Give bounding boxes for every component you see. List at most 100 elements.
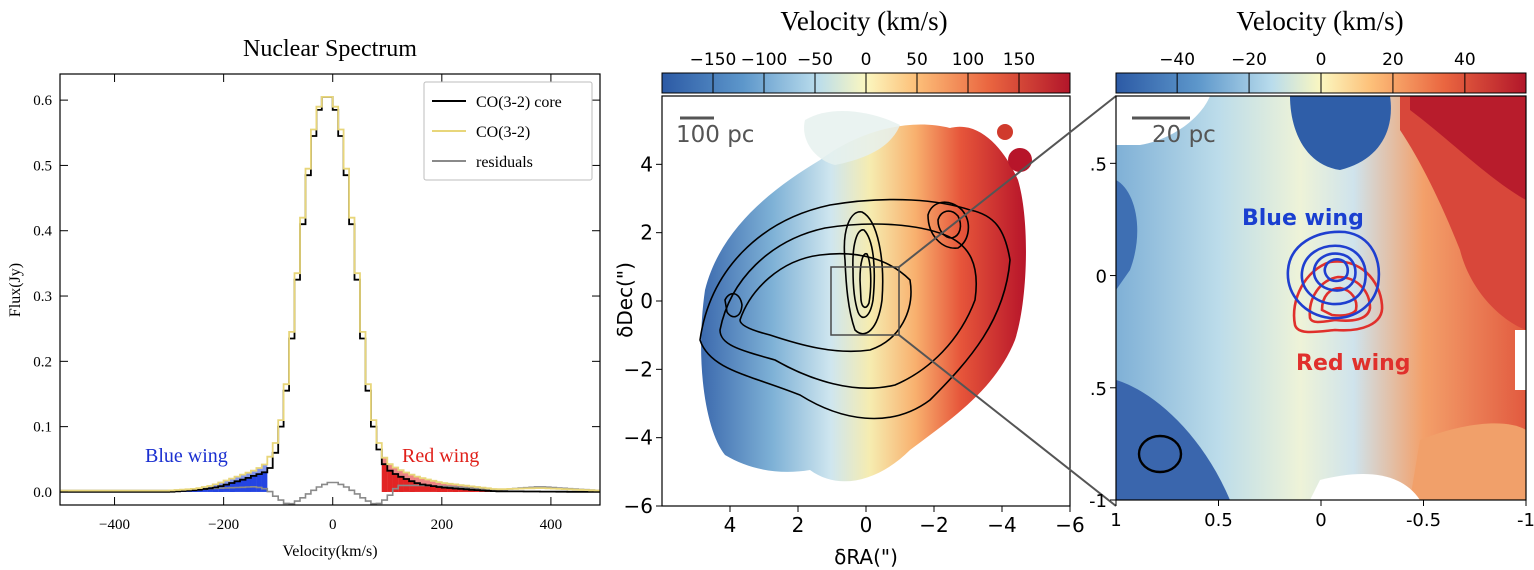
red-wing-fill <box>398 476 404 492</box>
colorbar-tick-label: 20 <box>1382 50 1404 70</box>
red-wing-fill <box>425 485 431 492</box>
colorbar-tick-label: 150 <box>1003 50 1035 70</box>
spectrum-frame <box>59 73 601 506</box>
velocity-map-large-x-label: δRA(") <box>834 545 898 569</box>
zoom-white-bottom <box>1310 474 1420 500</box>
spectrum-y-tick-label: 0.3 <box>33 289 52 305</box>
zoom-dark-red-top-right <box>1410 96 1526 200</box>
map-y-tick-label: -1 <box>1090 491 1107 512</box>
zoom-connector-top <box>898 95 1117 268</box>
velocity-map-zoom: Velocity (km/s) −40 −20 0 20 40 20 pc Blue w… <box>1090 6 1534 531</box>
spectrum-y-tick-label: 0.4 <box>33 224 52 240</box>
spectrum-x-label: Velocity(km/s) <box>282 543 377 560</box>
scalebar-large-label: 100 pc <box>676 122 754 148</box>
zoom-white-top-left <box>1116 96 1210 145</box>
velocity-field-large-red-spot <box>997 124 1013 140</box>
colorbar-tick-label: 40 <box>1454 50 1476 70</box>
spectrum-x-tick-label: 200 <box>431 517 454 533</box>
velocity-map-large-y-ticks: 4 2 0 −2 −4 −6 <box>624 152 662 518</box>
red-wing-fill <box>409 481 415 492</box>
map-x-tick-label: 0 <box>860 513 873 537</box>
velocity-map-zoom-x-ticks: 1 0.5 0 -0.5 -1 <box>1110 500 1534 531</box>
map-x-tick-label: 1 <box>1110 510 1121 531</box>
velocity-map-large: Velocity (km/s) −150 −100 −50 0 50 100 150 100… <box>613 6 1085 569</box>
blue-wing-fill <box>201 489 208 492</box>
beam-ellipse <box>1137 434 1183 474</box>
colorbar-tick-label: −150 <box>690 50 737 70</box>
map-y-tick-label: −2 <box>624 357 653 381</box>
spectrum-x-tick-label: 0 <box>329 517 337 533</box>
blue-wing-contours <box>1286 230 1381 320</box>
spectrum-blue-wing-label: Blue wing <box>145 445 228 467</box>
blue-wing-fill <box>212 487 219 492</box>
velocity-map-large-y-label: δDec(") <box>613 262 637 338</box>
blue-wing-fill <box>250 475 257 492</box>
zoom-box <box>830 266 900 336</box>
spectrum-x-tick-label: −200 <box>208 517 239 533</box>
spectrum-y-tick-label: 0.2 <box>33 354 52 370</box>
legend-core-label: CO(3-2) core <box>476 94 562 111</box>
red-wing-fill <box>381 464 388 492</box>
zoom-blue-wing-label: Blue wing <box>1242 206 1364 231</box>
spectrum-x-tick-label: −400 <box>99 517 130 533</box>
spectrum-red-wing-label: Red wing <box>402 445 479 467</box>
blue-wing-fill <box>218 486 224 492</box>
scalebar-zoom-label: 20 pc <box>1152 122 1216 148</box>
red-wing-fill <box>441 487 448 492</box>
velocity-field-large-region <box>701 124 1026 482</box>
red-wing-fill <box>463 489 470 492</box>
legend-total-label: CO(3-2) <box>476 124 530 141</box>
blue-wing-fill <box>196 489 202 492</box>
spectrum-x-tick-label: 400 <box>540 517 563 533</box>
map-y-tick-label: −4 <box>624 426 653 450</box>
velocity-map-large-x-ticks: 4 2 0 −2 −4 −6 <box>724 506 1085 537</box>
map-y-tick-label: −6 <box>624 494 653 518</box>
blue-wing-fill <box>245 477 251 492</box>
blue-wing-fill <box>234 481 240 492</box>
map-y-tick-label: -0.5 <box>1090 379 1107 400</box>
colorbar-title-large: Velocity (km/s) <box>780 6 947 36</box>
map-y-tick-label: 0 <box>640 289 653 313</box>
blue-wing-fill <box>261 472 268 492</box>
map-x-tick-label: −2 <box>919 513 948 537</box>
red-wing-fill <box>458 488 464 492</box>
map-x-tick-label: −6 <box>1055 513 1084 537</box>
map-x-tick-label: −4 <box>987 513 1016 537</box>
map-y-tick-label: 0 <box>1096 267 1107 288</box>
colorbar-tick-label: 50 <box>906 50 928 70</box>
red-wing-fill <box>387 470 393 492</box>
co-contours <box>699 198 1011 420</box>
red-wing-fill <box>392 474 399 492</box>
colorbar-large-ticks: −150 −100 −50 0 50 100 150 <box>690 50 1035 93</box>
velocity-field-zoom: 20 pc Blue wing Red wing <box>1116 96 1526 500</box>
map-y-tick-label: 2 <box>640 221 653 245</box>
blue-wing-fill <box>256 474 262 492</box>
map-x-tick-label: 0.5 <box>1204 510 1233 531</box>
core-line <box>60 96 600 493</box>
colorbar-tick-label: 100 <box>952 50 984 70</box>
colorbar-title-zoom: Velocity (km/s) <box>1236 6 1403 36</box>
map-y-tick-label: 4 <box>640 152 653 176</box>
spectrum-y-tick-label: 0.0 <box>33 485 52 501</box>
velocity-field-large-patch <box>804 110 900 165</box>
red-wing-fill <box>414 483 420 492</box>
map-x-tick-label: -1 <box>1517 510 1534 531</box>
spectrum-legend: CO(3-2) core CO(3-2) residuals <box>423 81 593 181</box>
spectrum-y-tick-label: 0.1 <box>33 420 52 436</box>
red-wing-fill <box>452 488 459 492</box>
blue-wing-fill <box>240 479 246 492</box>
velocity-map-zoom-y-ticks: 0.5 0 -0.5 -1 <box>1090 154 1116 512</box>
map-y-tick-label: 0.5 <box>1090 154 1107 175</box>
legend-residuals-label: residuals <box>476 154 533 171</box>
total-line <box>60 96 600 492</box>
spectrum-y-ticks: 0.0 0.1 0.2 0.3 0.4 0.5 0.6 <box>33 93 600 501</box>
colorbar-tick-label: −40 <box>1159 50 1195 70</box>
spectrum-title: Nuclear Spectrum <box>243 36 417 62</box>
spectrum-plot-area <box>60 96 600 505</box>
red-wing-fill <box>420 484 426 492</box>
spectrum-y-tick-label: 0.6 <box>33 93 52 109</box>
map-x-tick-label: -0.5 <box>1406 510 1441 531</box>
zoom-red-wing-label: Red wing <box>1296 351 1411 376</box>
zoom-orange-bottom-right <box>1410 423 1526 500</box>
